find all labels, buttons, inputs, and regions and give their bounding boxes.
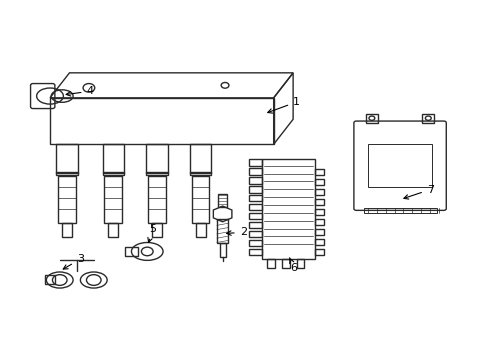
- Bar: [148, 176, 165, 223]
- Bar: [219, 243, 225, 257]
- Bar: [314, 189, 323, 195]
- Bar: [314, 249, 323, 255]
- Bar: [190, 144, 211, 173]
- Bar: [216, 219, 228, 243]
- Bar: [261, 158, 314, 258]
- Text: 6: 6: [289, 258, 297, 273]
- Bar: [45, 275, 55, 284]
- Bar: [314, 239, 323, 245]
- Bar: [249, 249, 261, 255]
- Bar: [196, 223, 205, 237]
- Bar: [249, 168, 261, 175]
- Bar: [146, 144, 167, 173]
- Bar: [421, 114, 433, 123]
- Bar: [296, 258, 304, 267]
- Bar: [56, 172, 78, 175]
- Bar: [56, 144, 78, 173]
- Bar: [363, 207, 436, 213]
- Bar: [62, 223, 72, 237]
- Bar: [368, 144, 431, 187]
- Text: 5: 5: [147, 224, 156, 242]
- Bar: [249, 213, 261, 219]
- Text: 3: 3: [63, 254, 83, 269]
- Bar: [249, 195, 261, 202]
- Bar: [314, 229, 323, 235]
- Bar: [314, 208, 323, 215]
- Bar: [249, 177, 261, 184]
- Bar: [217, 194, 227, 207]
- Bar: [102, 144, 123, 173]
- Text: 2: 2: [226, 228, 246, 237]
- Text: 1: 1: [267, 97, 300, 113]
- Bar: [249, 204, 261, 210]
- Bar: [314, 199, 323, 205]
- Bar: [125, 247, 137, 256]
- Bar: [58, 176, 76, 223]
- Bar: [192, 176, 209, 223]
- Bar: [249, 159, 261, 166]
- Bar: [152, 223, 162, 237]
- Bar: [314, 168, 323, 175]
- Bar: [314, 179, 323, 185]
- Bar: [366, 114, 377, 123]
- Bar: [249, 240, 261, 246]
- Bar: [249, 222, 261, 228]
- Bar: [190, 172, 211, 175]
- Bar: [249, 186, 261, 193]
- Bar: [282, 258, 289, 267]
- Bar: [314, 219, 323, 225]
- Text: 7: 7: [403, 185, 433, 199]
- Bar: [104, 176, 122, 223]
- Bar: [267, 258, 275, 267]
- Bar: [102, 172, 123, 175]
- Text: 4: 4: [66, 86, 93, 96]
- Bar: [108, 223, 118, 237]
- Bar: [249, 231, 261, 237]
- Bar: [146, 172, 167, 175]
